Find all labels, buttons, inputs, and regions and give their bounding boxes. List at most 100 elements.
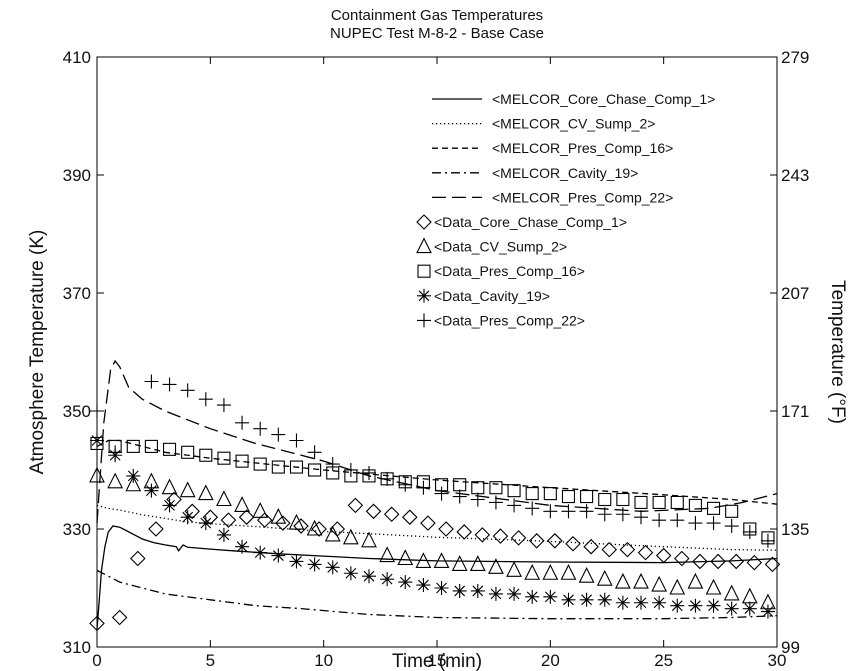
data-point-diamond xyxy=(601,541,618,558)
data-point-asterisk xyxy=(343,566,358,581)
data-point-triangle xyxy=(324,525,341,542)
data-point-plus xyxy=(162,377,177,392)
data-point-plus xyxy=(416,480,431,495)
x-axis-label: Time (min) xyxy=(392,651,482,671)
y2-tick-label: 207 xyxy=(781,284,809,303)
data-point-plus xyxy=(652,513,667,528)
legend-label: <MELCOR_Pres_Comp_16> xyxy=(492,140,673,156)
data-point-diamond xyxy=(637,544,654,561)
data-point-square xyxy=(308,463,322,477)
data-point-diamond xyxy=(256,512,273,528)
y-tick-label: 410 xyxy=(63,48,91,67)
data-point-square xyxy=(580,489,594,504)
data-point-diamond xyxy=(148,521,164,537)
legend-entry-4: <MELCOR_Cavity_19> xyxy=(432,165,638,181)
data-point-diamond xyxy=(293,518,309,534)
data-point-plus xyxy=(289,433,304,448)
data-point-triangle xyxy=(179,481,196,498)
data-point-diamond xyxy=(510,530,527,546)
data-point-asterisk xyxy=(525,589,540,604)
series-6 xyxy=(89,491,781,632)
data-point-diamond xyxy=(710,553,726,570)
data-point-asterisk xyxy=(198,516,213,531)
data-point-asterisk xyxy=(652,595,667,610)
legend-label: <Data_Pres_Comp_16> xyxy=(434,263,585,279)
data-point-plus xyxy=(452,489,467,504)
data-point-triangle xyxy=(234,496,250,512)
legend-swatch xyxy=(417,313,431,328)
legend-swatch xyxy=(416,237,432,254)
data-point-triangle xyxy=(397,549,414,566)
legend-entry-1: <MELCOR_Core_Chase_Comp_1> xyxy=(432,91,715,107)
data-point-diamond xyxy=(547,533,563,549)
data-point-asterisk xyxy=(307,557,322,572)
legend-entry-8: <Data_Pres_Comp_16> xyxy=(417,263,585,279)
data-point-square xyxy=(471,481,485,495)
series-4 xyxy=(96,569,778,620)
data-point-asterisk xyxy=(162,498,177,513)
data-point-asterisk xyxy=(597,592,612,607)
chart-subtitle: NUPEC Test M-8-2 - Base Case xyxy=(330,25,544,42)
data-point-plus xyxy=(198,392,213,407)
legend-label: <MELCOR_CV_Sump_2> xyxy=(492,116,655,132)
data-point-asterisk xyxy=(398,575,413,590)
x-tick-label: 20 xyxy=(541,651,560,670)
y-tick-label: 330 xyxy=(63,520,91,539)
data-point-square xyxy=(162,442,177,456)
data-point-asterisk xyxy=(670,598,685,613)
legend-label: <Data_Pres_Comp_22> xyxy=(434,312,585,328)
legend-label: <MELCOR_Cavity_19> xyxy=(492,165,638,181)
data-point-plus xyxy=(688,516,703,531)
data-point-diamond xyxy=(420,515,436,531)
data-point-asterisk xyxy=(452,583,467,598)
data-point-square xyxy=(235,454,249,468)
data-point-triangle xyxy=(633,572,649,589)
data-point-square xyxy=(561,489,576,504)
data-point-plus xyxy=(742,524,757,539)
data-point-diamond xyxy=(565,535,581,552)
data-point-triangle xyxy=(524,564,541,580)
y2-tick-label: 99 xyxy=(781,638,800,657)
data-point-asterisk xyxy=(253,545,268,560)
data-point-square xyxy=(706,501,721,515)
data-point-diamond xyxy=(474,527,491,543)
data-point-asterisk xyxy=(724,601,739,616)
data-point-triangle xyxy=(379,546,396,563)
data-point-triangle xyxy=(596,569,613,586)
data-point-plus xyxy=(760,533,775,548)
data-point-plus xyxy=(325,457,340,472)
x-tick-label: 15 xyxy=(428,651,447,670)
data-point-triangle xyxy=(342,528,359,545)
y2-axis-label: Temperature (°F) xyxy=(827,280,848,424)
data-point-plus xyxy=(579,504,594,519)
data-point-plus xyxy=(362,465,376,480)
legend: <MELCOR_Core_Chase_Comp_1> <MELCOR_CV_Sum… xyxy=(416,91,715,328)
data-point-diamond xyxy=(329,521,346,537)
series-9 xyxy=(90,433,775,619)
legend-entry-2: <MELCOR_CV_Sump_2> xyxy=(432,116,655,132)
legend-entry-6: <Data_Core_Chase_Comp_1> xyxy=(416,214,627,230)
data-point-asterisk xyxy=(126,468,141,483)
y2-tick-label: 243 xyxy=(781,166,809,185)
data-point-triangle xyxy=(306,519,323,536)
data-point-plus xyxy=(670,513,685,528)
data-point-triangle xyxy=(560,564,577,580)
data-point-square xyxy=(725,504,739,518)
legend-label: <MELCOR_Core_Chase_Comp_1> xyxy=(492,91,715,107)
data-point-triangle xyxy=(469,555,486,571)
data-point-plus xyxy=(434,486,449,501)
data-point-square xyxy=(453,478,467,492)
data-point-asterisk xyxy=(362,569,376,584)
data-point-asterisk xyxy=(434,581,449,595)
legend-entry-3: <MELCOR_Pres_Comp_16> xyxy=(432,140,673,156)
legend-entry-7: <Data_CV_Sump_2> xyxy=(416,237,567,255)
data-point-plus xyxy=(634,510,648,525)
data-point-triangle xyxy=(415,552,432,569)
data-point-square xyxy=(634,495,648,510)
series-2 xyxy=(96,504,778,551)
data-point-square xyxy=(543,487,557,501)
data-point-diamond xyxy=(619,541,636,558)
y-axis-label: Atmosphere Temperature (K) xyxy=(27,230,48,475)
data-point-asterisk xyxy=(216,527,231,542)
